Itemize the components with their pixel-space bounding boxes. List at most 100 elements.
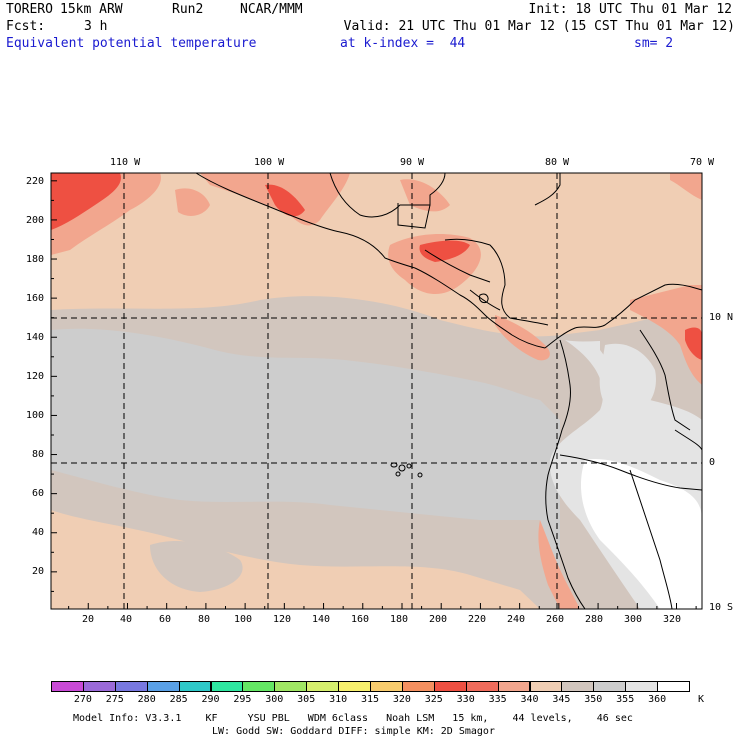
colorbar-swatch — [593, 681, 627, 692]
coastline-colombia-pacific — [545, 339, 571, 521]
init-time: Init: 18 UTC Thu 01 Mar 12 — [528, 2, 733, 17]
coastline-venezuela — [634, 283, 703, 301]
map-frame — [50, 172, 703, 610]
coastline-caribbean-ca — [444, 238, 549, 326]
colorbar-swatch — [306, 681, 340, 692]
y-tick-220: 220 — [26, 176, 45, 187]
y-tick-100: 100 — [26, 410, 45, 421]
contour-330k-northwest — [51, 173, 121, 230]
physics-info: LW: Godd SW: Goddard DIFF: simple KM: 2D… — [212, 726, 495, 737]
colorbar-label: 285 — [169, 694, 188, 705]
x-tick-260: 260 — [546, 614, 565, 625]
colorbar-label: 360 — [648, 694, 667, 705]
border-nicaragua — [469, 289, 501, 311]
colorbar-swatch — [561, 681, 595, 692]
border-brazil — [674, 429, 703, 451]
colorbar-label: 295 — [233, 694, 252, 705]
x-tick-320: 320 — [663, 614, 682, 625]
galapagos-island — [417, 472, 423, 478]
colorbar-swatch — [114, 681, 148, 692]
colorbar-label: 345 — [552, 694, 571, 705]
x-tick-240: 240 — [507, 614, 526, 625]
border-colombia-venezuela — [639, 329, 691, 431]
axis-ticks — [51, 180, 697, 609]
contour-340k-venezuela — [630, 285, 702, 385]
galapagos-islands — [390, 462, 423, 478]
coastline-gulf-mexico — [329, 172, 446, 218]
colorbar-unit: K — [698, 694, 705, 705]
galapagos-island — [390, 462, 398, 468]
x-tick-140: 140 — [312, 614, 331, 625]
colorbar-swatch — [178, 681, 212, 692]
contour-330k-venezuela — [685, 327, 702, 360]
y-tick-120: 120 — [26, 371, 45, 382]
colorbar-label: 355 — [616, 694, 635, 705]
y-tick-200: 200 — [26, 215, 45, 226]
model-name: TORERO — [6, 2, 53, 17]
colorbar-label: 315 — [360, 694, 380, 705]
border-honduras — [424, 249, 491, 283]
x-tick-60: 60 — [159, 614, 172, 625]
colorbar-label: 305 — [297, 694, 316, 705]
colorbar-label: 270 — [73, 694, 92, 705]
colorbar-swatch — [401, 681, 435, 692]
lon-label-100w: 100 W — [254, 157, 285, 168]
colorbar-label: 310 — [329, 694, 348, 705]
colorbar-swatch — [51, 681, 84, 692]
x-tick-80: 80 — [198, 614, 211, 625]
border-colombia-ecuador — [559, 454, 703, 491]
x-tick-120: 120 — [273, 614, 292, 625]
coastline-peru — [547, 519, 586, 610]
y-tick-40: 40 — [32, 527, 45, 538]
galapagos-island — [395, 471, 401, 477]
colorbar-label: 330 — [456, 694, 475, 705]
y-tick-60: 60 — [32, 488, 45, 499]
colorbar-label: 320 — [392, 694, 411, 705]
x-tick-20: 20 — [82, 614, 95, 625]
border-guatemala — [397, 203, 431, 229]
lon-label-110w: 110 W — [110, 157, 141, 168]
lon-label-70w: 70 W — [690, 157, 715, 168]
colorbar-label: 335 — [488, 694, 507, 705]
lat-label-10n: 10 N — [709, 312, 734, 323]
run-label: Run2 — [172, 2, 204, 17]
colorbar-label: 290 — [201, 694, 220, 705]
lat-label-10s: 10 S — [709, 602, 734, 613]
x-tick-160: 160 — [351, 614, 370, 625]
contour-350k-southwest-patch — [150, 540, 243, 592]
level-label: at k-index = 44 — [340, 36, 466, 51]
coastline-yucatan — [534, 173, 561, 206]
contour-340k-nw-secondary — [175, 188, 210, 216]
org-label: NCAR/MMM — [240, 2, 303, 17]
colorbar-swatch — [242, 681, 276, 692]
colorbar-label: 280 — [137, 694, 156, 705]
x-tick-280: 280 — [585, 614, 604, 625]
colorbar-swatch — [338, 681, 371, 692]
valid-time: Valid: 21 UTC Thu 01 Mar 12 (15 CST Thu … — [343, 19, 735, 34]
colorbar-swatch — [433, 681, 467, 692]
model-info: Model Info: V3.3.1 KF YSU PBL WDM 6class… — [73, 713, 633, 724]
galapagos-island — [398, 464, 406, 472]
colorbar-swatch — [465, 681, 499, 692]
colorbar-swatch — [370, 681, 403, 692]
colorbar-swatch — [497, 681, 531, 692]
y-tick-160: 160 — [26, 293, 45, 304]
colorbar-swatch — [625, 681, 659, 692]
y-tick-180: 180 — [26, 254, 45, 265]
coastline-mexico-pacific — [195, 172, 416, 269]
field-title: Equivalent potential temperature — [6, 36, 257, 51]
lake-nicaragua — [479, 293, 489, 303]
contour-330k-mexico — [265, 184, 305, 217]
colorbar-swatch — [529, 681, 563, 692]
forecast-label: Fcst: — [6, 19, 46, 34]
colorbar-label: 350 — [584, 694, 603, 705]
colorbar-label: 275 — [105, 694, 124, 705]
lon-label-80w: 80 W — [545, 157, 570, 168]
contour-345k-southwest — [51, 560, 200, 609]
colorbar-swatch — [657, 681, 690, 692]
galapagos-island — [406, 463, 412, 469]
x-tick-180: 180 — [390, 614, 409, 625]
lon-label-90w: 90 W — [400, 157, 425, 168]
contour-340k-east-caribbean — [670, 173, 702, 200]
